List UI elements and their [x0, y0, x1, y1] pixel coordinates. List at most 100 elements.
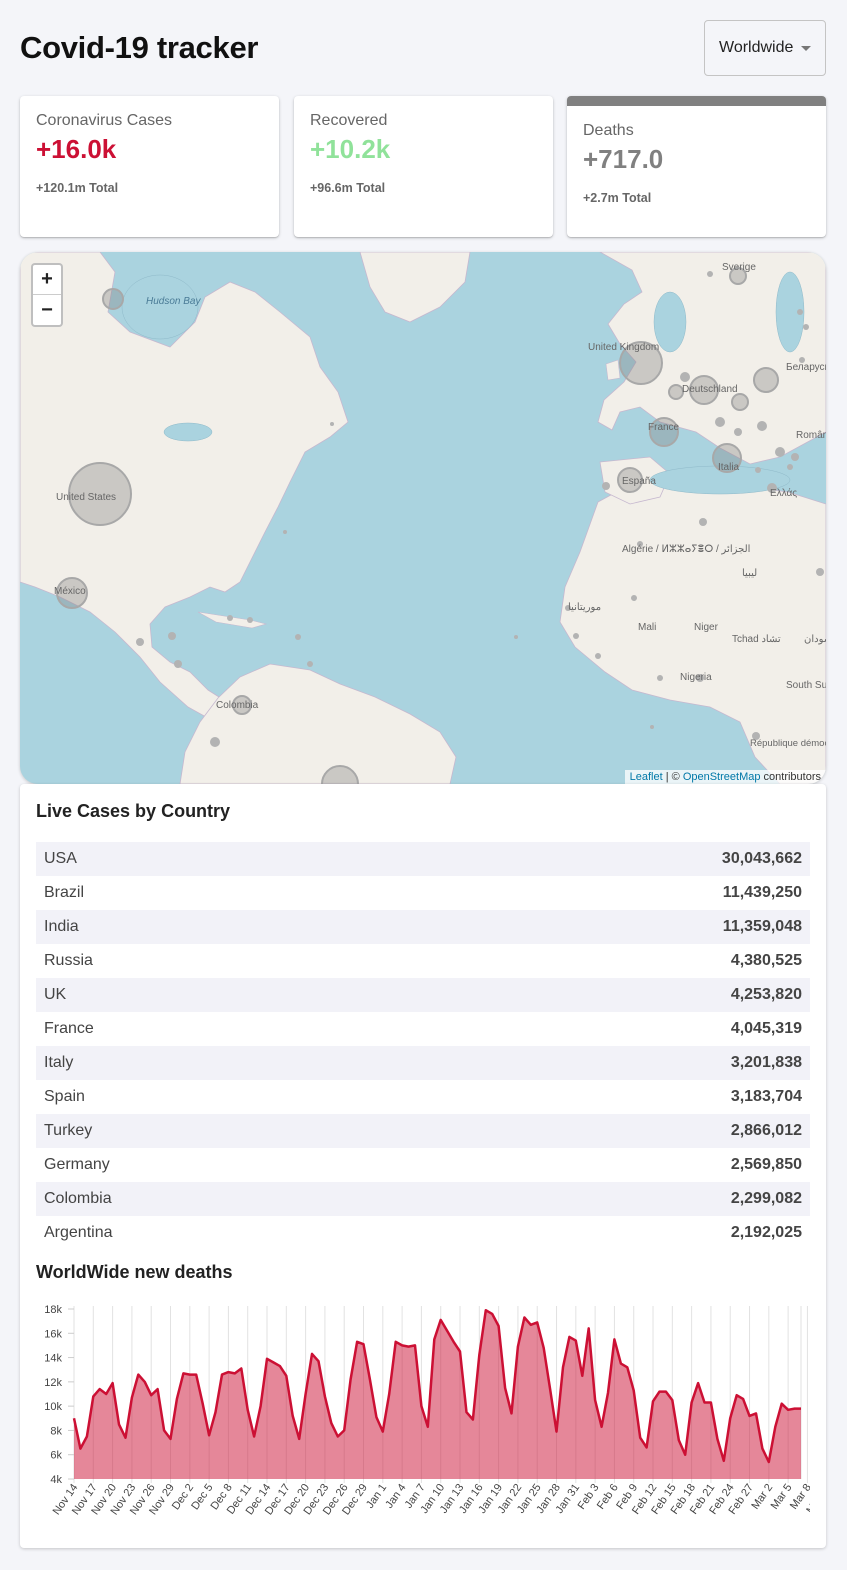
- circle-netherlands: [668, 384, 684, 400]
- circle-uk: [619, 341, 663, 385]
- country-name: Italy: [44, 1054, 74, 1071]
- map-label-sudan: السودان: [804, 634, 826, 645]
- leaflet-link[interactable]: Leaflet: [629, 771, 663, 783]
- cases-card[interactable]: Coronavirus Cases +16.0k +120.1m Total: [20, 96, 279, 237]
- land-africa: [559, 469, 826, 784]
- recovered-card-total: +96.6m Total: [310, 181, 386, 195]
- header: Covid-19 tracker Worldwide: [20, 20, 826, 76]
- chevron-down-icon: [801, 46, 811, 51]
- y-tick-label: 12k: [44, 1377, 62, 1389]
- map-label-france: France: [648, 422, 680, 433]
- case-count: 4,380,525: [730, 952, 802, 969]
- circle-sweden: [729, 267, 747, 285]
- zoom-out-button[interactable]: −: [41, 298, 53, 321]
- hudson-bay: [121, 274, 199, 340]
- map-label-italia: Italia: [718, 462, 740, 473]
- map-tiles: Hudson Bay Sverige United Kingdom Белару…: [20, 252, 826, 784]
- table-row: Colombia 2,299,082: [36, 1182, 810, 1216]
- circle-france: [649, 417, 679, 447]
- y-tick-label: 18k: [44, 1304, 62, 1316]
- table-row: Spain 3,183,704: [36, 1080, 810, 1114]
- recovered-card-title: Recovered: [310, 112, 388, 129]
- table-row: India 11,359,048: [36, 910, 810, 944]
- country-name: France: [44, 1020, 94, 1037]
- table-row: Germany 2,569,850: [36, 1148, 810, 1182]
- zoom-control: + −: [31, 263, 63, 327]
- map-label-sverige: Sverige: [722, 262, 756, 273]
- country-name: Spain: [44, 1088, 85, 1105]
- case-count: 2,299,082: [730, 1190, 802, 1207]
- recovered-card[interactable]: Recovered +10.2k +96.6m Total: [294, 96, 553, 237]
- case-count: 30,043,662: [721, 850, 802, 867]
- map-label-colombia: Colombia: [216, 700, 259, 711]
- cases-card-value: +16.0k: [36, 134, 117, 164]
- map-label-nigeria: Nigeria: [680, 672, 712, 683]
- country-select[interactable]: Worldwide: [704, 20, 826, 76]
- case-count: 4,045,319: [730, 1020, 802, 1037]
- recovered-card-value: +10.2k: [310, 134, 391, 164]
- circle-usa: [68, 462, 132, 526]
- map-label-uk: United Kingdom: [588, 342, 659, 353]
- case-count: 3,183,704: [730, 1088, 802, 1105]
- country-circles: [56, 267, 779, 784]
- country-name: Germany: [44, 1156, 110, 1173]
- deaths-card-value: +717.0: [583, 144, 664, 174]
- map-label-mauritania: موريتانيا: [568, 602, 601, 613]
- country-name: Turkey: [44, 1122, 93, 1139]
- map-label-tchad: Tchad تشاد: [732, 634, 781, 645]
- live-cases-panel: Live Cases by Country USA 30,043,662 Brazi…: [20, 784, 826, 1548]
- table-row: USA 30,043,662: [36, 842, 810, 876]
- case-count: 2,192,025: [730, 1224, 802, 1241]
- deaths-line: [72, 1308, 801, 1464]
- y-tick-label: 16k: [44, 1328, 62, 1340]
- map-label-libya: ليبيا: [742, 568, 757, 579]
- table-row: UK 4,253,820: [36, 978, 810, 1012]
- deaths-card[interactable]: Deaths +717.0 +2.7m Total: [567, 96, 826, 237]
- mediterranean: [649, 465, 791, 495]
- live-cases-title: Live Cases by Country: [36, 801, 231, 821]
- y-tick-label: 4k: [50, 1474, 62, 1486]
- circle-mexico: [56, 577, 88, 609]
- circle-germany: [689, 375, 719, 405]
- land-south-america: [179, 663, 457, 784]
- selected-card-indicator: [567, 96, 826, 106]
- zoom-in-button[interactable]: +: [33, 265, 61, 295]
- land-north-america: [20, 252, 349, 735]
- map-label-mexico: México: [54, 586, 86, 597]
- table-row: Russia 4,380,525: [36, 944, 810, 978]
- chart-title: WorldWide new deaths: [36, 1262, 233, 1282]
- country-name: India: [44, 918, 79, 935]
- map-attribution: Leaflet | © OpenStreetMap contributors: [624, 770, 826, 784]
- case-count: 2,866,012: [730, 1122, 802, 1139]
- circle-russia: [753, 367, 779, 393]
- osm-link[interactable]: OpenStreetMap: [682, 771, 761, 783]
- map-label-hudson-bay: Hudson Bay: [146, 296, 201, 307]
- deaths-card-total: +2.7m Total: [583, 191, 652, 205]
- y-tick-label: 14k: [44, 1353, 62, 1365]
- y-tick-label: 6k: [50, 1450, 62, 1462]
- map-label-south-sudan: South Sudan: [786, 680, 826, 691]
- country-name: Russia: [44, 952, 93, 969]
- y-tick-label: 10k: [44, 1401, 62, 1413]
- map-label-usa: United States: [56, 492, 116, 503]
- case-count: 3,201,838: [730, 1054, 802, 1071]
- table-row: Turkey 2,866,012: [36, 1114, 810, 1148]
- table-row: France 4,045,319: [36, 1012, 810, 1046]
- attribution-contributors: contributors: [760, 771, 821, 783]
- table-row: Brazil 11,439,250: [36, 876, 810, 910]
- north-sea: [653, 291, 687, 353]
- map-label-greece: Ελλάς: [770, 487, 797, 499]
- small-country-dots: [136, 271, 824, 747]
- case-count: 4,253,820: [730, 986, 802, 1003]
- page-title: Covid-19 tracker: [20, 30, 259, 65]
- circle-poland: [731, 393, 749, 411]
- map-label-belarus: Беларусь: [786, 362, 826, 373]
- country-name: Argentina: [44, 1224, 113, 1241]
- circle-spain: [617, 467, 643, 493]
- country-name: Colombia: [44, 1190, 112, 1207]
- land-greenland: [359, 252, 471, 323]
- map-label-drc: République démocratique du Congo: [750, 738, 826, 749]
- world-map[interactable]: Hudson Bay Sverige United Kingdom Белару…: [20, 252, 826, 784]
- circle-italy: [712, 443, 742, 473]
